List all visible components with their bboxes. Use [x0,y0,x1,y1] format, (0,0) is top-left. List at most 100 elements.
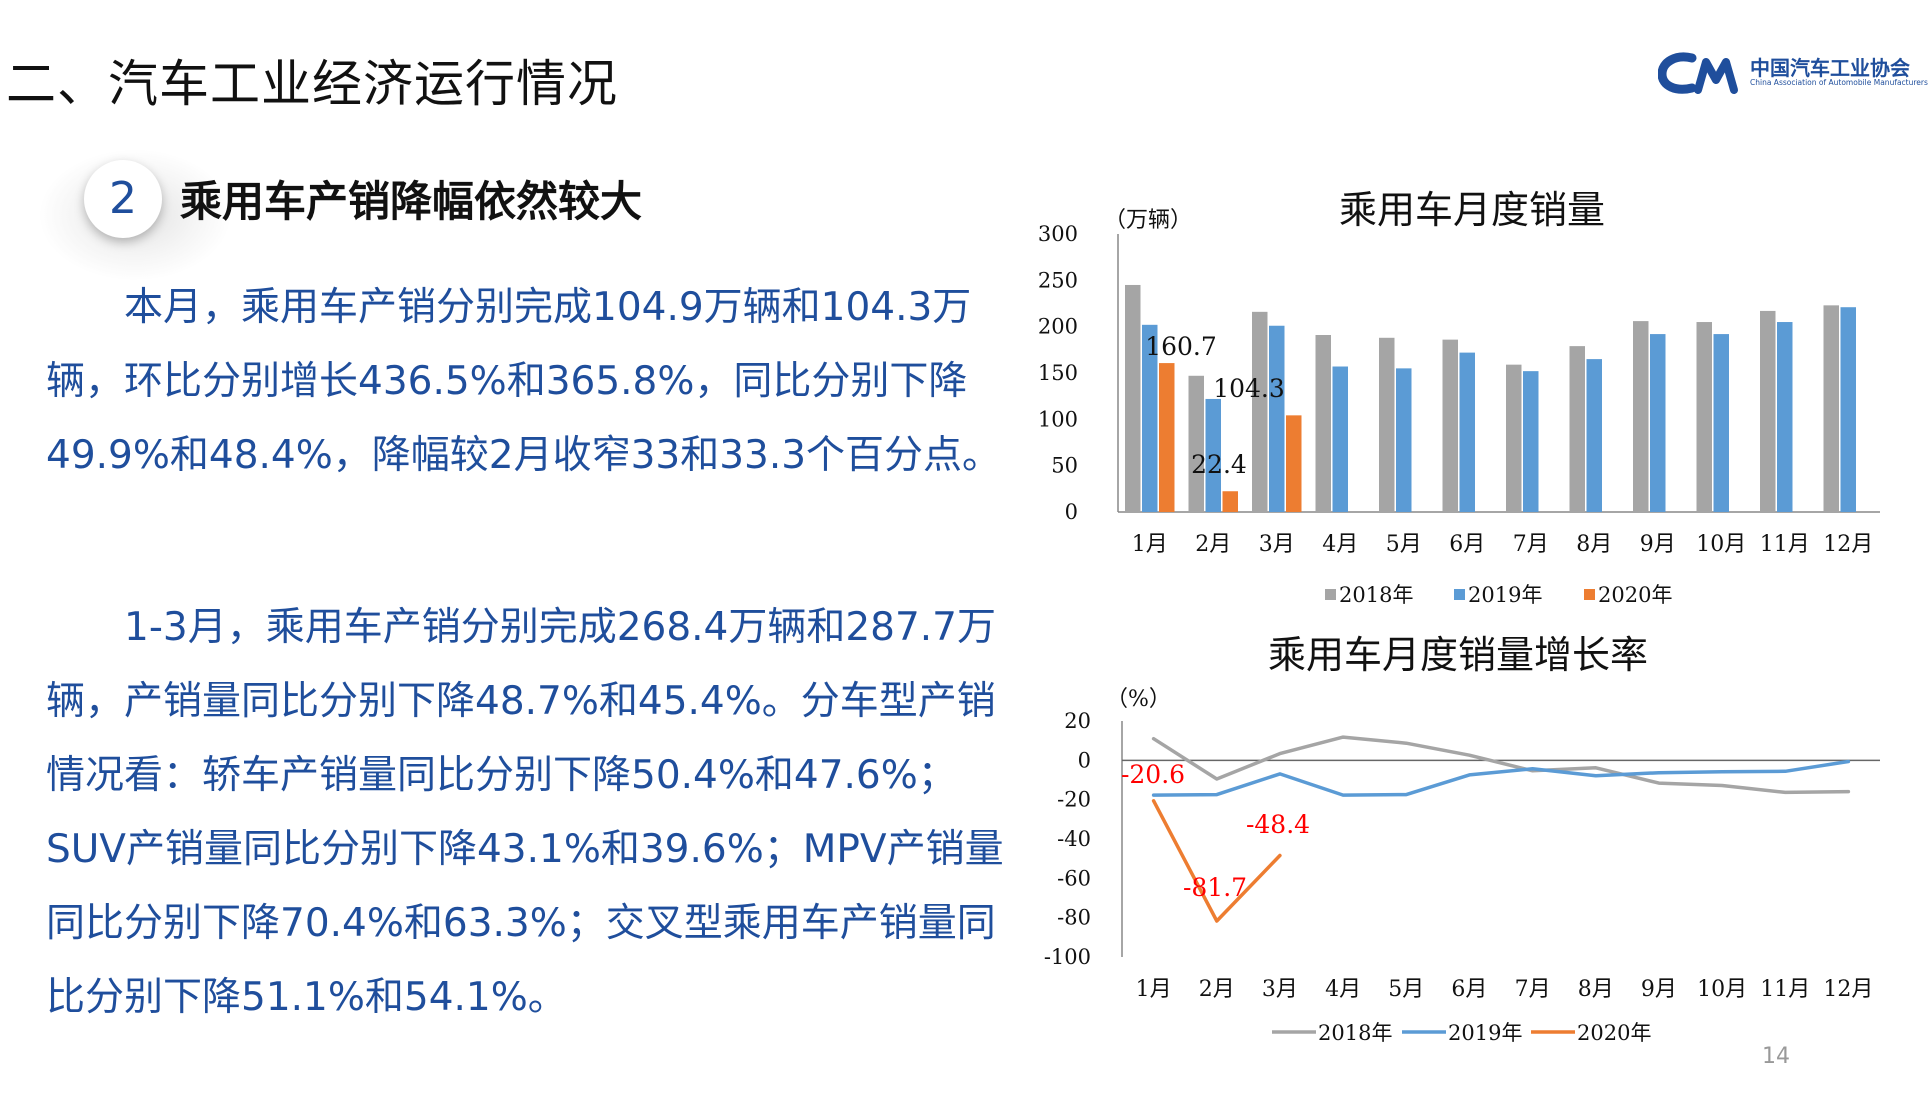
page-number: 14 [1762,1044,1790,1069]
line-chart-x-tick-label: 10月 [1697,977,1747,1002]
logo-name-en: China Association of Automobile Manufact… [1750,78,1928,87]
bar-2019年-6月 [1459,352,1475,512]
line-chart-x-tick-label: 4月 [1325,977,1361,1002]
bar-chart-y-tick-label: 0 [1065,500,1078,524]
section-badge [84,160,162,238]
slide-title: 二、汽车工业经济运行情况 [6,55,618,113]
bar-chart-x-tick-label: 3月 [1259,532,1295,557]
bar-chart-x-tick-label: 9月 [1640,532,1676,557]
paragraph-monthly: 本月，乘用车产销分别完成104.9万辆和104.3万辆，环比分别增长436.5%… [46,285,1002,478]
line-chart-x-tick-label: 1月 [1136,977,1172,1002]
bar-chart-x-tick-label: 7月 [1513,532,1549,557]
line-chart-x-tick-label: 3月 [1262,977,1298,1002]
bar-chart-y-tick-label: 200 [1038,315,1078,339]
bar-chart-x-tick-label: 8月 [1576,532,1612,557]
bar-chart-x-tick-label: 11月 [1760,532,1810,557]
line-chart-title: 乘用车月度销量增长率 [1268,633,1648,677]
bar-chart-y-tick-label: 50 [1051,454,1078,478]
line-chart: 乘用车月度销量增长率 （%） -100 -80 -60 -40 -20 0 20 1月 2月 3月 4月… [1044,633,1880,1045]
bar-legend-label: 2019年 [1468,583,1542,607]
bar-legend-label: 2020年 [1598,583,1672,607]
bar-2020年-2月 [1222,491,1238,512]
caam-logo-icon [1658,52,1738,94]
line-legend-label: 2020年 [1577,1021,1651,1045]
line-chart-y-tick-label: -100 [1044,945,1091,969]
line-legend-label: 2019年 [1448,1021,1522,1045]
line-chart-x-tick-label: 8月 [1578,977,1614,1002]
bar-2019年-12月 [1840,307,1856,512]
line-legend-label: 2018年 [1318,1021,1392,1045]
bar-2018年-4月 [1315,335,1331,512]
bar-data-label: 104.3 [1213,374,1285,403]
line-chart-y-unit: （%） [1106,687,1171,712]
bar-legend-swatch [1325,589,1336,600]
paragraph-quarter: 1-3月，乘用车产销分别完成268.4万辆和287.7万辆，产销量同比分别下降4… [46,605,1004,1020]
bar-2018年-9月 [1633,321,1649,512]
bar-2018年-11月 [1760,310,1776,512]
logo-name-cn: 中国汽车工业协会 [1750,56,1910,80]
bar-2020年-3月 [1286,415,1302,512]
bar-2018年-3月 [1252,311,1268,512]
bar-chart-y-tick-label: 100 [1038,407,1078,431]
bar-chart-x-tick-label: 2月 [1195,532,1231,557]
bar-data-label: 22.4 [1191,450,1247,479]
bar-2019年-11月 [1777,322,1793,512]
bar-chart-y-tick-label: 150 [1038,361,1078,385]
bar-2019年-8月 [1586,359,1602,512]
bar-chart-y-tick-label: 250 [1038,268,1078,292]
bar-2019年-2月 [1205,398,1221,512]
line-chart-x-tick-label: 12月 [1823,977,1873,1002]
line-series-2020年 [1151,799,1282,923]
bar-chart-x-tick-label: 6月 [1449,532,1485,557]
line-chart-x-tick-label: 5月 [1388,977,1424,1002]
bar-2018年-8月 [1569,346,1585,512]
line-chart-y-tick-label: 20 [1064,709,1091,733]
bar-2018年-10月 [1696,322,1712,512]
bar-2019年-5月 [1396,368,1412,512]
caam-logo: 中国汽车工业协会 China Association of Automobile… [1658,48,1928,100]
bar-2018年-2月 [1188,375,1204,512]
bar-chart-x-tick-label: 10月 [1696,532,1746,557]
bar-2018年-12月 [1823,305,1839,512]
bar-2019年-10月 [1713,334,1729,512]
bar-legend-swatch [1584,589,1595,600]
bar-2018年-6月 [1442,339,1458,512]
bar-2018年-5月 [1379,337,1395,512]
bar-chart-x-tick-label: 1月 [1132,532,1168,557]
line-data-label: -48.4 [1246,810,1310,839]
line-chart-y-tick-label: 0 [1078,748,1091,772]
bar-2020年-1月 [1159,363,1175,512]
line-series-2019年 [1151,759,1851,797]
bar-2019年-4月 [1332,366,1348,512]
line-chart-x-tick-label: 6月 [1451,977,1487,1002]
bar-2018年-7月 [1506,364,1522,512]
line-chart-y-tick-label: -60 [1057,866,1091,890]
bar-chart-x-tick-label: 12月 [1823,532,1873,557]
line-chart-y-tick-label: -40 [1057,827,1091,851]
bar-legend-label: 2018年 [1339,583,1413,607]
section-heading: 乘用车产销降幅依然较大 [180,177,643,226]
bar-2018年-1月 [1125,284,1141,512]
line-chart-x-tick-label: 11月 [1760,977,1810,1002]
bar-2019年-3月 [1269,325,1285,512]
bar-chart-y-tick-label: 300 [1038,222,1078,246]
line-data-label: -81.7 [1183,873,1247,902]
line-series-2018年 [1151,735,1851,795]
line-chart-x-tick-label: 9月 [1641,977,1677,1002]
line-chart-x-tick-label: 2月 [1199,977,1235,1002]
line-data-label: -20.6 [1121,760,1185,789]
bar-data-label: 160.7 [1145,332,1217,361]
bar-chart-title: 乘用车月度销量 [1339,188,1605,232]
line-chart-y-tick-label: -20 [1057,788,1091,812]
bar-chart-x-tick-label: 4月 [1322,532,1358,557]
bar-chart-y-unit: （万辆） [1104,208,1192,233]
section-number: 2 [109,173,137,224]
line-chart-y-tick-label: -80 [1057,906,1091,930]
bar-chart: 乘用车月度销量 （万辆） 0 50 100 150 200 250 300 1月 2月 3月 4月 5月 6… [1038,188,1880,607]
bar-legend-swatch [1454,589,1465,600]
bar-2019年-7月 [1523,371,1539,512]
bar-2019年-1月 [1142,324,1158,512]
bar-chart-x-tick-label: 5月 [1386,532,1422,557]
bar-2019年-9月 [1650,334,1666,512]
line-chart-x-tick-label: 7月 [1515,977,1551,1002]
